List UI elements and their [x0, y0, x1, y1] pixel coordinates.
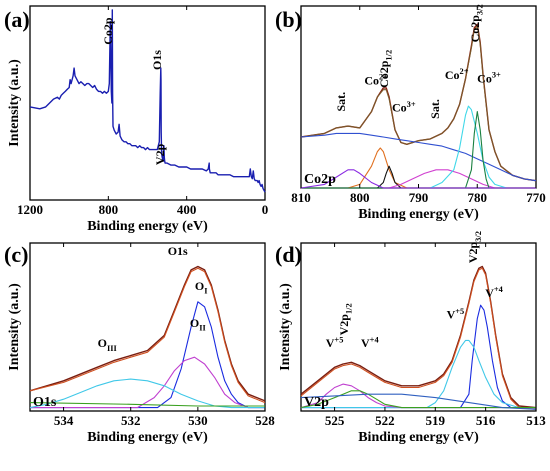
panel-b: 810 800 790 780 770 Binding energy (eV) Co2p Sa… — [291, 4, 546, 222]
x-tick-label: 790 — [409, 190, 429, 205]
series-line — [29, 267, 266, 404]
peak-annotation: OIII — [98, 336, 117, 353]
plot-frame — [29, 5, 266, 201]
x-tick-label: 770 — [526, 190, 546, 205]
series-line — [301, 339, 536, 409]
peak-annotation: OI — [195, 279, 208, 296]
panel-d: 525 522 519 516 513 Binding energy (eV) Intens… — [278, 231, 546, 445]
series-line — [301, 147, 536, 189]
peak-annotation: Co2p1/2 — [377, 50, 394, 88]
x-tick-label: 534 — [54, 413, 74, 428]
series-line — [301, 105, 536, 189]
peak-annotation: V2p — [153, 143, 167, 165]
x-tick-label: 528 — [255, 413, 275, 428]
y-axis-title: Intensity (a.u.) — [7, 283, 22, 371]
series-line — [300, 267, 537, 410]
panel-label: (a) — [4, 7, 30, 32]
x-axis-title: Binding energy (eV) — [87, 430, 208, 445]
x-tick-label: 530 — [188, 413, 208, 428]
peak-annotation: Sat. — [428, 99, 442, 119]
series-line — [300, 25, 537, 182]
x-tick-label: 525 — [325, 413, 345, 428]
peak-annotation: OII — [190, 316, 206, 333]
peak-annotation: Co2+ — [445, 67, 469, 82]
x-tick-label: 1200 — [17, 202, 43, 217]
panel-label: (c) — [4, 242, 28, 267]
x-tick-label: 516 — [476, 413, 496, 428]
series-line — [29, 378, 265, 409]
x-tick-label: 513 — [526, 413, 546, 428]
x-axis-title: Binding energy (eV) — [358, 207, 479, 222]
series-line — [30, 301, 265, 409]
peak-annotation: V+5 — [447, 307, 465, 322]
x-tick-label: 522 — [375, 413, 395, 428]
x-tick-label: 800 — [99, 202, 119, 217]
panel-label: (b) — [275, 7, 302, 32]
series-line — [29, 9, 266, 193]
x-tick-label: 0 — [262, 202, 269, 217]
panel-corner-label: V2p — [304, 395, 329, 410]
panel-corner-label: Co2p — [304, 172, 336, 187]
series-line — [300, 383, 536, 409]
peak-annotation: V2p1/2 — [337, 303, 354, 335]
series-line — [30, 356, 265, 409]
x-axis-title: Binding energy (eV) — [87, 219, 208, 234]
series-line — [29, 402, 265, 407]
peak-annotation: V2p3/2 — [466, 231, 483, 263]
x-tick-label: 780 — [468, 190, 488, 205]
x-tick-label: 519 — [426, 413, 446, 428]
x-tick-label: 400 — [177, 202, 197, 217]
series-line — [300, 169, 536, 189]
x-tick-label: 532 — [121, 413, 141, 428]
x-tick-label: 810 — [291, 190, 311, 205]
series-line — [300, 390, 536, 409]
x-tick-label: 800 — [350, 190, 370, 205]
peak-annotation: O1s — [150, 50, 164, 70]
series-line — [301, 111, 536, 189]
peak-annotation: Co2p3/2 — [468, 4, 485, 42]
y-axis-title: Intensity (a.u.) — [278, 283, 293, 371]
panel-corner-label: O1s — [33, 395, 57, 410]
panel-a: 1200 800 400 0 Binding energy (eV) Intensity … — [7, 5, 269, 234]
x-axis-title: Binding energy (eV) — [358, 430, 479, 445]
panel-label: (d) — [275, 242, 302, 267]
peak-annotation: V+4 — [361, 335, 379, 350]
series-line — [300, 132, 537, 182]
peak-annotation: Sat. — [334, 92, 348, 112]
peak-annotation: V+5 — [326, 335, 344, 350]
peak-annotation: Co2p — [101, 17, 115, 45]
plot-frame — [300, 242, 537, 412]
peak-annotation: Co3+ — [477, 71, 501, 86]
peak-annotation: Co3+ — [392, 100, 416, 115]
peak-annotation: Co2+ — [364, 72, 388, 87]
series-line — [300, 393, 537, 410]
series-line — [301, 304, 536, 409]
peak-annotation: O1s — [168, 244, 188, 258]
panel-c: 534 532 530 528 Binding energy (eV) Intensity… — [7, 242, 275, 445]
plot-frame — [29, 242, 266, 412]
peak-annotation: V+4 — [485, 285, 503, 300]
y-axis-title: Intensity (a.u.) — [7, 59, 22, 147]
